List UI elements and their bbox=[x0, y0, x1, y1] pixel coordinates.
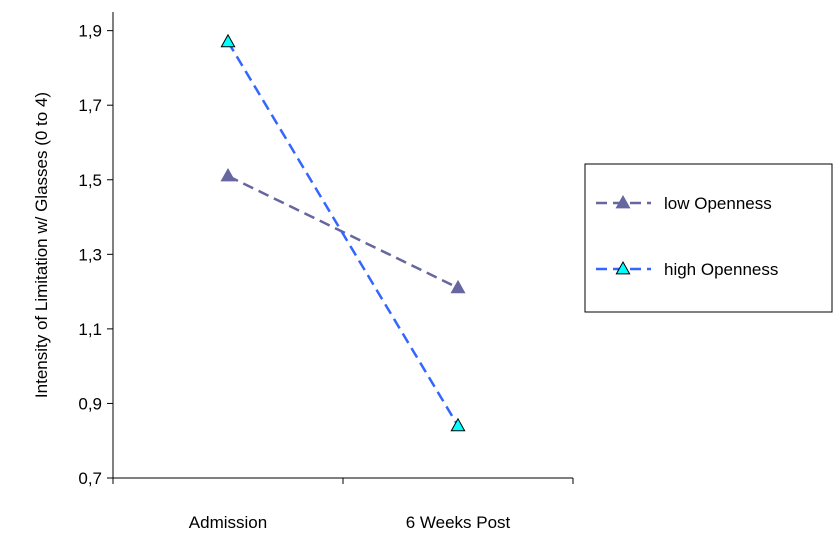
series-line bbox=[226, 41, 460, 427]
x-tick-label: 6 Weeks Post bbox=[406, 513, 511, 532]
legend-label: high Openness bbox=[664, 260, 778, 279]
axes bbox=[112, 12, 573, 479]
y-tick-label: 1,5 bbox=[78, 171, 102, 190]
y-tick-label: 1,9 bbox=[78, 22, 102, 41]
data-point-marker bbox=[220, 168, 236, 182]
legend-marker bbox=[615, 194, 631, 209]
data-point-marker bbox=[220, 33, 236, 48]
series-high-openness bbox=[220, 33, 466, 432]
legend: low Openness high Openness bbox=[584, 163, 833, 313]
data-point-marker bbox=[450, 417, 466, 432]
legend-label: low Openness bbox=[664, 194, 772, 213]
x-ticks: Admission 6 Weeks Post bbox=[112, 478, 574, 532]
x-tick-label: Admission bbox=[189, 513, 267, 532]
series-layer bbox=[220, 33, 466, 432]
y-tick-label: 1,1 bbox=[78, 320, 102, 339]
y-axis-title: Intensity of Limitation w/ Glasses (0 to… bbox=[32, 92, 51, 398]
y-tick-label: 0,9 bbox=[78, 394, 102, 413]
data-point-marker bbox=[450, 279, 466, 294]
series-low-openness bbox=[220, 168, 466, 294]
y-tick-label: 1,3 bbox=[78, 245, 102, 264]
legend-item: low Openness bbox=[596, 194, 772, 213]
legend-item: high Openness bbox=[596, 260, 778, 279]
y-tick-label: 0,7 bbox=[78, 469, 102, 488]
y-tick-label: 1,7 bbox=[78, 96, 102, 115]
legend-marker bbox=[615, 260, 631, 275]
y-ticks: 0,7 0,9 1,1 1,3 1,5 1,7 1,9 bbox=[78, 22, 113, 488]
legend-box bbox=[584, 163, 833, 313]
